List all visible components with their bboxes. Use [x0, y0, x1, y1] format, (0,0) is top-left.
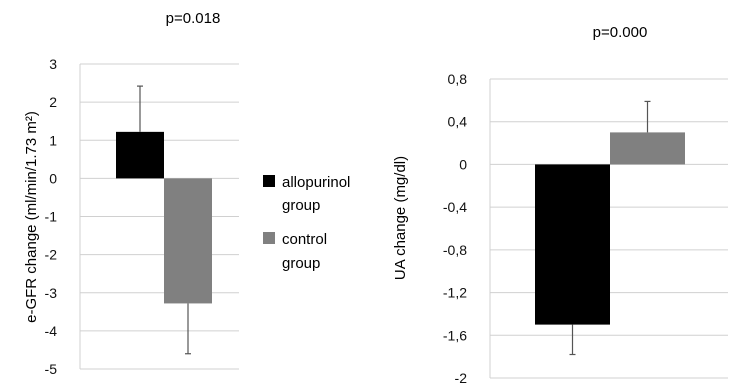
ua-chart: p=0.000 UA change (mg/dl) 0,8 0,4 0 -0,4 -0,…	[392, 24, 728, 385]
egfr-y-tick-label: -2	[45, 247, 58, 263]
ua-y-tick-label: -1,6	[443, 327, 467, 343]
ua-y-tick-label: -1,2	[443, 285, 467, 301]
legend-swatch-control	[263, 232, 275, 244]
egfr-chart-title: p=0.018	[166, 10, 221, 27]
legend-label-control-line1: control	[282, 231, 327, 248]
egfr-bars	[116, 85, 212, 355]
legend: allopurinol group control group	[263, 174, 350, 272]
egfr-bar-control	[164, 178, 212, 304]
ua-bars	[535, 100, 685, 356]
ua-chart-title: p=0.000	[593, 24, 648, 41]
ua-bar-allopurinol	[535, 164, 610, 325]
legend-label-control-line2: group	[282, 255, 320, 272]
egfr-y-tick-label: -5	[45, 361, 58, 377]
ua-y-tick-label: 0,4	[448, 114, 468, 130]
ua-y-tick-label: -2	[455, 370, 468, 385]
ua-y-tick-label: 0,8	[448, 71, 468, 87]
egfr-y-tick-label: 1	[49, 132, 57, 148]
legend-swatch-allopurinol	[263, 175, 275, 187]
egfr-y-axis-label: e-GFR change (ml/min/1.73 m²)	[23, 111, 40, 323]
ua-y-tick-label: 0	[459, 156, 467, 172]
egfr-y-tick-label: 3	[49, 56, 57, 72]
egfr-y-tick-label: -4	[45, 323, 58, 339]
egfr-y-tick-labels: 3 2 1 0 -1 -2 -3 -4 -5	[45, 56, 58, 377]
ua-y-tick-labels: 0,8 0,4 0 -0,4 -0,8 -1,2 -1,6 -2	[443, 71, 467, 385]
egfr-y-tick-label: 0	[49, 170, 57, 186]
ua-y-tick-label: -0,8	[443, 242, 467, 258]
legend-label-allopurinol-line2: group	[282, 197, 320, 214]
egfr-bar-allopurinol	[116, 131, 164, 179]
ua-y-axis-label: UA change (mg/dl)	[392, 156, 409, 280]
egfr-y-tick-label: -1	[45, 209, 58, 225]
legend-label-allopurinol-line1: allopurinol	[282, 174, 350, 191]
egfr-gridlines	[79, 63, 239, 370]
egfr-y-tick-label: -3	[45, 285, 58, 301]
ua-bar-control	[610, 132, 685, 165]
egfr-y-tick-label: 2	[49, 94, 57, 110]
egfr-chart: p=0.018 e-GFR change (ml/min/1.73 m²) 3 2…	[23, 10, 239, 377]
ua-y-tick-label: -0,4	[443, 199, 467, 215]
